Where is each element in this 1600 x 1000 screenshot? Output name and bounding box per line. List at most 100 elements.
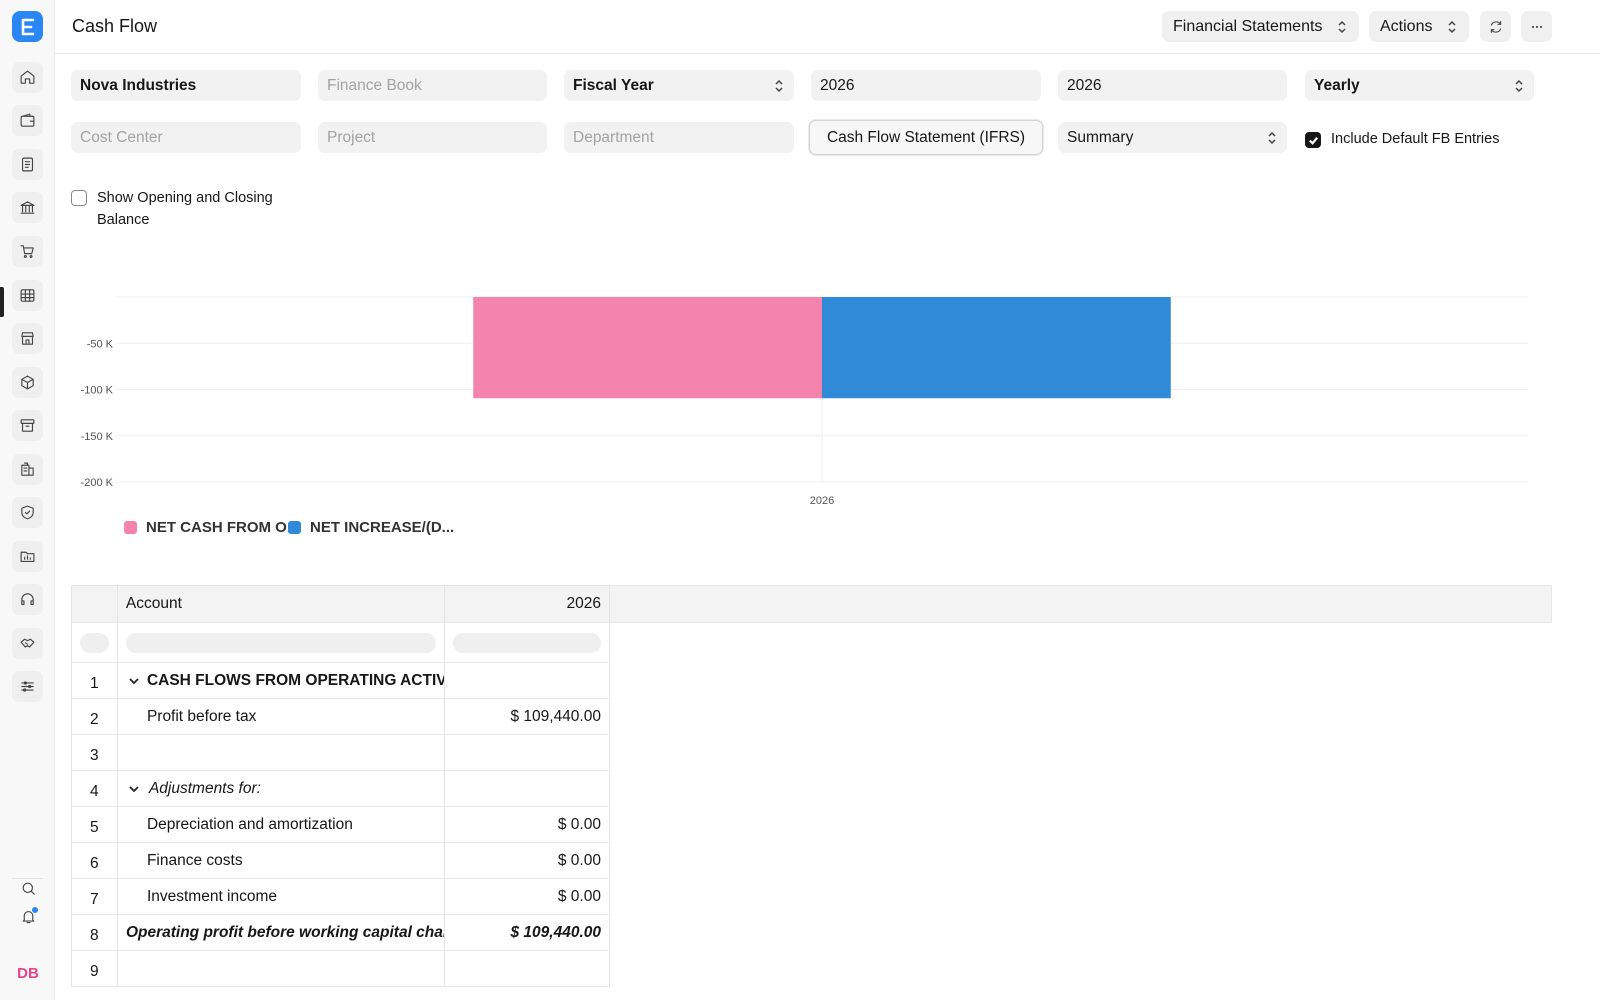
account-cell[interactable]: CASH FLOWS FROM OPERATING ACTIVITIES — [118, 663, 446, 698]
filter-placeholder — [453, 632, 601, 653]
table-row[interactable]: 7 Investment income $ 0.00 — [72, 879, 610, 915]
row-number: 6 — [72, 843, 118, 878]
row-number: 7 — [72, 879, 118, 914]
account-cell[interactable]: Profit before tax — [118, 699, 446, 734]
building-icon[interactable] — [12, 454, 43, 485]
app-logo[interactable] — [12, 11, 43, 42]
column-header-2026[interactable]: 2026 — [445, 586, 610, 622]
cost-center-field[interactable]: Cost Center — [71, 122, 301, 153]
company-field[interactable]: Nova Industries — [71, 70, 301, 101]
filter-based-on-select[interactable]: Fiscal Year — [564, 70, 794, 101]
table-filter-row — [72, 623, 610, 663]
account-cell[interactable]: Investment income — [118, 879, 446, 914]
home-icon[interactable] — [12, 62, 43, 93]
account-cell[interactable] — [118, 951, 446, 986]
financial-statements-button[interactable]: Financial Statements — [1162, 11, 1359, 42]
handshake-icon[interactable] — [12, 628, 43, 659]
column-header-account[interactable]: Account — [118, 586, 446, 622]
store-icon[interactable] — [12, 323, 43, 354]
account-cell[interactable] — [118, 735, 446, 770]
to-fiscal-year-field[interactable]: 2026 — [1058, 70, 1287, 101]
value-cell[interactable]: $ 0.00 — [445, 843, 610, 878]
row-number-header — [72, 586, 118, 622]
department-field[interactable]: Department — [564, 122, 794, 153]
page-header: Cash Flow Financial Statements Actions — [55, 0, 1600, 54]
account-cell[interactable]: Adjustments for: — [118, 771, 446, 806]
value-filter[interactable] — [445, 623, 610, 662]
value-cell[interactable]: $ 109,440.00 — [445, 699, 610, 734]
bank-icon[interactable] — [12, 192, 43, 223]
page-title: Cash Flow — [72, 16, 158, 36]
search-icon[interactable] — [17, 877, 39, 899]
legend-item[interactable]: NET INCREASE/(D... — [288, 519, 454, 536]
file-text-icon[interactable] — [12, 149, 43, 180]
sidebar: DB — [0, 0, 55, 1000]
sliders-icon[interactable] — [12, 671, 43, 702]
financial-statements-label: Financial Statements — [1173, 17, 1323, 35]
chart-bar-1[interactable] — [473, 297, 822, 399]
table-row[interactable]: 9 — [72, 951, 610, 987]
value-cell[interactable]: $ 0.00 — [445, 807, 610, 842]
row-number-filter — [72, 623, 118, 662]
archive-icon[interactable] — [12, 410, 43, 441]
report-template-field[interactable]: Cash Flow Statement (IFRS) — [809, 120, 1043, 155]
table-icon[interactable] — [12, 280, 43, 311]
account-cell[interactable]: Finance costs — [118, 843, 446, 878]
finance-book-field[interactable]: Finance Book — [318, 70, 547, 101]
table-row[interactable]: 5 Depreciation and amortization $ 0.00 — [72, 807, 610, 843]
value-cell[interactable] — [445, 771, 610, 806]
table-row[interactable]: 4 Adjustments for: — [72, 771, 610, 807]
row-number: 1 — [72, 663, 118, 698]
notification-dot — [31, 906, 39, 914]
view-value: Summary — [1067, 128, 1134, 146]
view-select[interactable]: Summary — [1058, 122, 1287, 153]
account-filter[interactable] — [118, 623, 446, 662]
account-cell[interactable]: Operating profit before working capital … — [118, 915, 446, 950]
logo-icon — [21, 18, 34, 35]
shield-icon[interactable] — [12, 497, 43, 528]
show-opening-closing-checkbox-row[interactable]: Show Opening and Closing Balance — [71, 187, 301, 231]
cart-icon[interactable] — [12, 236, 43, 267]
legend-item[interactable]: NET CASH FROM O... — [124, 519, 299, 536]
periodicity-select[interactable]: Yearly — [1305, 70, 1534, 101]
from-fiscal-year-field[interactable]: 2026 — [811, 70, 1041, 101]
refresh-button[interactable] — [1480, 11, 1511, 42]
table-row[interactable]: 1 CASH FLOWS FROM OPERATING ACTIVITIES — [72, 663, 610, 699]
table-row[interactable]: 3 — [72, 735, 610, 771]
active-indicator — [0, 287, 4, 317]
wallet-icon[interactable] — [12, 105, 43, 136]
table-row[interactable]: 8 Operating profit before working capital… — [72, 915, 610, 951]
include-default-fb-checkbox-row[interactable]: Include Default FB Entries — [1305, 131, 1499, 148]
project-field[interactable]: Project — [318, 122, 547, 153]
package-icon[interactable] — [12, 367, 43, 398]
legend-swatch — [288, 521, 301, 534]
headset-icon[interactable] — [12, 584, 43, 615]
account-cell[interactable]: Depreciation and amortization — [118, 807, 446, 842]
legend-swatch — [124, 521, 137, 534]
actions-button[interactable]: Actions — [1369, 11, 1469, 42]
row-number: 8 — [72, 915, 118, 950]
periodicity-value: Yearly — [1314, 76, 1360, 94]
chevron-down-icon — [129, 677, 139, 684]
expand-toggle[interactable] — [128, 783, 142, 795]
include-default-fb-checkbox[interactable] — [1305, 132, 1321, 148]
value-cell[interactable] — [445, 951, 610, 986]
chevron-updown-icon — [1448, 20, 1456, 33]
folder-chart-icon[interactable] — [12, 541, 43, 572]
more-button[interactable] — [1521, 11, 1552, 42]
value-cell[interactable]: $ 0.00 — [445, 879, 610, 914]
expand-toggle[interactable] — [128, 675, 140, 687]
table-row[interactable]: 6 Finance costs $ 0.00 — [72, 843, 610, 879]
value-cell[interactable] — [445, 735, 610, 770]
avatar[interactable]: DB — [17, 964, 39, 982]
chart-bar-2[interactable] — [822, 297, 1171, 399]
value-cell[interactable]: $ 109,440.00 — [445, 915, 610, 950]
legend-label: NET CASH FROM O... — [146, 519, 300, 536]
x-tick-label: 2026 — [810, 495, 834, 507]
value-cell[interactable] — [445, 663, 610, 698]
chevron-updown-icon — [775, 79, 783, 92]
show-opening-closing-checkbox[interactable] — [71, 190, 87, 206]
refresh-icon — [1490, 20, 1501, 33]
table-row[interactable]: 2 Profit before tax $ 109,440.00 — [72, 699, 610, 735]
bell-icon[interactable] — [17, 905, 39, 927]
